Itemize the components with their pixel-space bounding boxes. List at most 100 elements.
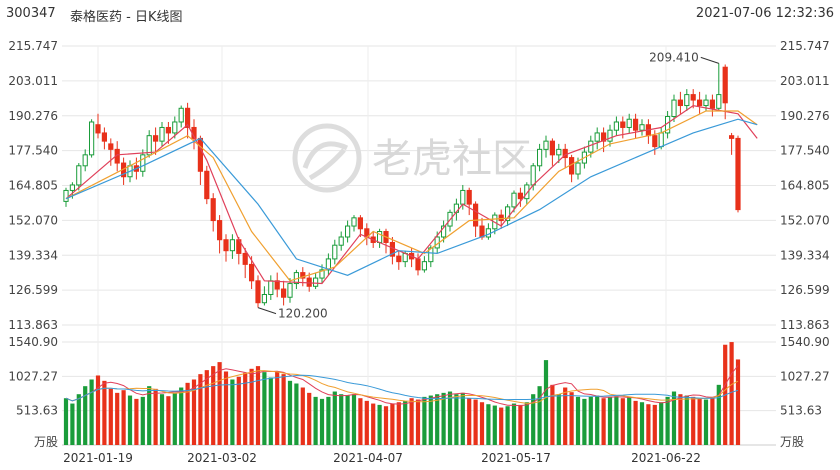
volume-bar <box>633 400 638 445</box>
chart-title: 泰格医药 - 日K线图 <box>70 10 183 25</box>
price-tick-left: 164.805 <box>8 179 58 193</box>
volume-unit-left: 万股 <box>34 435 58 449</box>
candle-body-down <box>697 99 703 107</box>
candle-body-up <box>460 189 466 205</box>
candle-body-up <box>511 192 517 208</box>
volume-bar <box>262 372 267 445</box>
volume-bar <box>403 400 408 445</box>
volume-bar <box>556 394 561 445</box>
ma-line-ma10 <box>65 110 758 282</box>
candle-body-up <box>485 228 491 238</box>
volume-bar <box>652 404 657 445</box>
volume-bar <box>390 403 395 445</box>
volume-bar <box>339 394 344 445</box>
volume-bar <box>499 407 504 445</box>
volume-bar <box>588 396 593 445</box>
price-tick-left: 139.334 <box>8 248 58 262</box>
candle-body-up <box>287 283 293 298</box>
candle-body-up <box>146 135 152 156</box>
candle-body-down <box>242 252 248 265</box>
candle-body-down <box>517 192 523 200</box>
volume-bars <box>63 342 741 445</box>
volume-ma-line-10 <box>65 370 739 404</box>
volume-bar <box>300 387 305 445</box>
ma-line-ma20 <box>65 118 758 276</box>
candle-body-up <box>530 165 536 186</box>
volume-bar <box>236 376 241 445</box>
volume-bar <box>211 366 216 445</box>
volume-bar <box>191 379 197 445</box>
date-tick: 2021-03-02 <box>187 451 257 465</box>
volume-bar <box>505 406 510 445</box>
price-tick-right: 203.011 <box>780 74 830 88</box>
volume-tick-right: 1540.90 <box>780 335 830 349</box>
volume-bar <box>678 394 683 445</box>
moving-averages <box>65 104 758 407</box>
price-tick-right: 126.599 <box>780 283 830 297</box>
candles <box>63 63 741 308</box>
volume-bar <box>460 392 465 445</box>
volume-bar <box>511 403 517 445</box>
candle-body-up <box>76 165 82 186</box>
volume-bar <box>646 404 651 445</box>
volume-bar <box>147 386 152 445</box>
candle-body-down <box>204 170 210 200</box>
volume-bar <box>217 362 222 445</box>
price-tick-left: 126.599 <box>8 283 58 297</box>
volume-bar <box>204 370 209 445</box>
volume-bar <box>396 402 401 445</box>
volume-bar <box>569 392 574 445</box>
candle-body-down <box>108 143 114 150</box>
candle-body-up <box>639 124 645 131</box>
volume-bar <box>492 405 497 445</box>
volume-bar <box>319 398 325 445</box>
volume-bar <box>268 377 273 445</box>
watermark-text: 老虎社区 <box>372 136 532 182</box>
volume-bar <box>639 402 645 445</box>
price-tick-right: 190.276 <box>780 109 830 123</box>
volume-bar <box>710 396 715 445</box>
price-tick-left: 203.011 <box>8 74 58 88</box>
volume-bar <box>607 396 613 445</box>
volume-bar <box>76 394 81 445</box>
candle-body-down <box>165 126 172 134</box>
volume-bar <box>415 399 421 445</box>
volume-tick-right: 513.63 <box>780 404 822 418</box>
volume-bar <box>563 387 568 445</box>
volume-bar <box>223 371 229 445</box>
volume-bar <box>364 400 369 445</box>
axes: 215.747 215.747 203.011 203.011 190.276 190.2… <box>8 39 829 465</box>
volume-bar <box>185 382 190 445</box>
candle-body-down <box>255 280 261 304</box>
candle-body-up <box>313 277 319 287</box>
candle-body-up <box>140 154 146 172</box>
volume-bar <box>108 388 113 445</box>
volume-bar <box>166 396 171 445</box>
candle-body-up <box>63 189 69 202</box>
chart-header: 300347 泰格医药 - 日K线图 2021-07-06 12:32:36 <box>0 0 840 26</box>
candle-body-down <box>479 225 485 238</box>
price-tick-left: 215.747 <box>8 39 58 53</box>
high-label: 209.410 <box>649 50 699 64</box>
low-label: 120.200 <box>278 307 328 321</box>
candle-body-down <box>729 135 735 139</box>
price-tick-left: 177.540 <box>8 144 58 158</box>
volume-bar <box>198 374 203 445</box>
candle-body-up <box>505 206 511 222</box>
candle-body-up <box>178 107 184 123</box>
volume-bar <box>524 402 529 445</box>
stock-code: 300347 <box>6 6 56 21</box>
volume-bar <box>249 368 254 445</box>
price-tick-right: 152.070 <box>780 213 830 227</box>
volume-bar <box>371 403 376 445</box>
candle-body-up <box>159 126 165 142</box>
candle-body-up <box>421 261 427 271</box>
candle-body-down <box>306 277 312 287</box>
candle-body-up <box>332 244 338 260</box>
volume-bar <box>447 391 453 445</box>
candle-body-down <box>549 140 555 156</box>
candle-body-down <box>690 94 696 101</box>
volume-bar <box>332 391 337 445</box>
volume-bar <box>620 398 625 445</box>
